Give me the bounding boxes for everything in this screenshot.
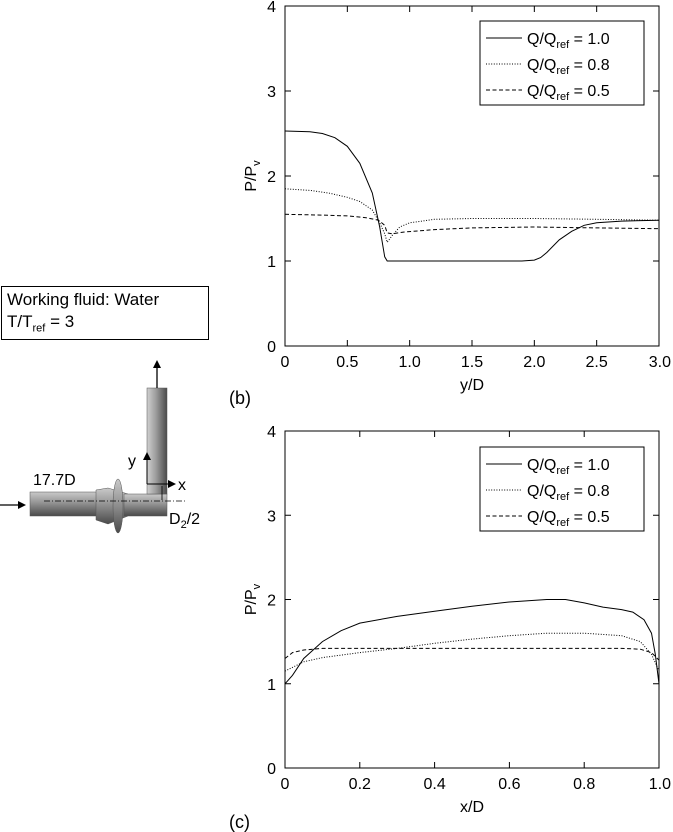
diameter-label: D2/2	[169, 511, 200, 531]
legend-box	[479, 20, 645, 106]
chart-b: 0 0.5 1.0 1.5 2.0 2.5 3.0 0 1 2 3 4 y/D P/Pv (b) Q/Qref…	[229, 0, 671, 408]
x-tick-label: 1.5	[461, 354, 483, 371]
series-line-2	[284, 632, 660, 672]
legend-label: Q/Qref = 1.0	[527, 31, 610, 51]
x-tick-label: 3.0	[649, 354, 671, 371]
x-tick-label: 0	[281, 776, 290, 793]
series-line-3	[284, 213, 660, 235]
y-tick-label: 0	[267, 339, 276, 356]
y-tick-label: 2	[267, 169, 276, 186]
panel-label: (b)	[229, 388, 251, 408]
y-tick-label: 4	[267, 0, 276, 16]
y-tick-label: 3	[267, 84, 276, 101]
outlet-pipe	[123, 493, 168, 517]
y-tick-label: 4	[267, 424, 276, 441]
x-tick-label: 0.8	[573, 776, 595, 793]
info-box: Working fluid: Water T/Tref = 3	[1, 286, 209, 340]
vertical-pipe	[146, 387, 168, 495]
x-tick-label: 2.0	[523, 354, 545, 371]
x-axis-label: x/D	[460, 799, 484, 816]
legend-label: Q/Qref = 1.0	[527, 457, 610, 477]
x-tick-label: 0.4	[423, 776, 445, 793]
x-tick-label: 0.5	[336, 354, 358, 371]
x-tick-label: 1.0	[649, 776, 671, 793]
y-tick-label: 1	[267, 254, 276, 271]
y-tick-label: 3	[267, 508, 276, 525]
legend-label: Q/Qref = 0.8	[527, 57, 610, 77]
x-tick-label: 0	[281, 354, 290, 371]
series-line-1	[284, 599, 660, 685]
chart-c: 0 0.2 0.4 0.6 0.8 1.0 0 1 2 3 4 x/D P/Pv (c) Q/Qref = …	[229, 424, 671, 832]
y-tick-label: 0	[267, 761, 276, 778]
legend: Q/Qref = 1.0 Q/Qref = 0.8 Q/Qref = 0.5	[479, 446, 645, 532]
legend-label: Q/Qref = 0.8	[527, 483, 610, 503]
info-fluid: Working fluid: Water	[7, 290, 160, 309]
legend-box	[479, 446, 645, 532]
pipe-flange	[112, 478, 124, 534]
series-line-1	[284, 130, 660, 262]
y-axis-label: P/Pv	[243, 160, 263, 192]
length-label: 17.7D	[33, 472, 76, 489]
legend-label: Q/Qref = 0.5	[527, 509, 610, 529]
y-axis-label: P/Pv	[243, 583, 263, 615]
x-tick-label: 2.5	[586, 354, 608, 371]
x-axis-label: y/D	[460, 377, 484, 394]
inlet-pipe	[29, 491, 99, 517]
legend: Q/Qref = 1.0 Q/Qref = 0.8 Q/Qref = 0.5	[479, 20, 645, 106]
legend-label: Q/Qref = 0.5	[527, 83, 610, 103]
y-tick-label: 2	[267, 593, 276, 610]
series-line-3	[284, 647, 660, 661]
x-tick-label: 0.2	[349, 776, 371, 793]
series-line-2	[284, 188, 660, 244]
x-axis-label: x	[178, 477, 186, 494]
y-tick-label: 1	[267, 677, 276, 694]
x-tick-label: 0.6	[498, 776, 520, 793]
info-temperature: T/Tref = 3	[7, 312, 75, 335]
pipe-schematic: 17.7D y x D2/2	[0, 360, 200, 534]
y-axis-label: y	[128, 453, 136, 470]
panel-label: (c)	[229, 812, 250, 832]
x-tick-label: 1.0	[399, 354, 421, 371]
